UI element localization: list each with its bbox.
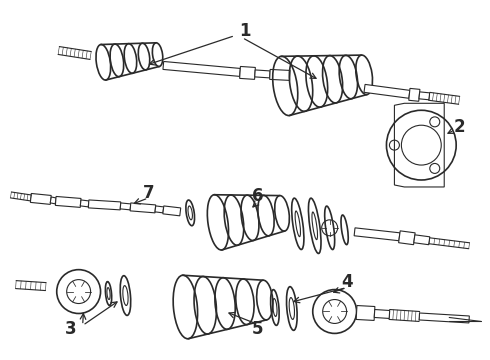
- Polygon shape: [270, 69, 290, 80]
- Polygon shape: [120, 203, 131, 210]
- Polygon shape: [374, 310, 390, 319]
- Text: 6: 6: [252, 187, 264, 205]
- Text: 4: 4: [341, 273, 352, 291]
- Polygon shape: [50, 197, 56, 204]
- Text: 5: 5: [252, 320, 264, 338]
- Polygon shape: [414, 235, 430, 245]
- Polygon shape: [130, 203, 156, 213]
- Text: 7: 7: [143, 184, 154, 202]
- Polygon shape: [364, 84, 410, 98]
- Polygon shape: [419, 313, 469, 323]
- Polygon shape: [80, 200, 89, 207]
- Text: 1: 1: [239, 22, 251, 40]
- Polygon shape: [240, 67, 255, 79]
- Polygon shape: [398, 231, 415, 245]
- Polygon shape: [394, 103, 444, 187]
- Polygon shape: [356, 306, 375, 320]
- Polygon shape: [163, 62, 241, 76]
- Polygon shape: [255, 70, 270, 78]
- Polygon shape: [163, 206, 181, 216]
- Polygon shape: [55, 197, 81, 207]
- Polygon shape: [155, 206, 164, 213]
- Polygon shape: [354, 228, 400, 241]
- Text: 2: 2: [453, 118, 465, 136]
- Text: 3: 3: [65, 320, 76, 338]
- Polygon shape: [409, 89, 420, 101]
- Polygon shape: [419, 92, 430, 100]
- Polygon shape: [88, 200, 121, 210]
- Polygon shape: [30, 193, 51, 204]
